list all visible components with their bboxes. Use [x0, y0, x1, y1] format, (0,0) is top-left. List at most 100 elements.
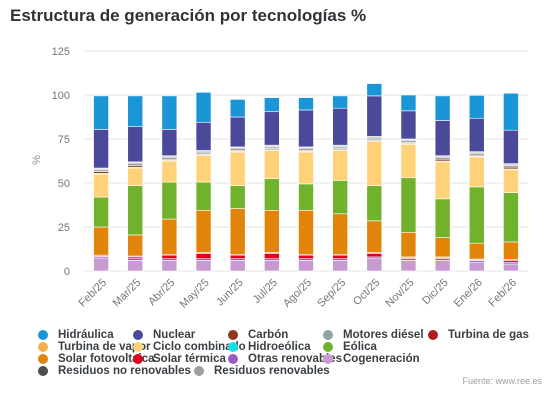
bar-segment[interactable]: [468, 242, 485, 260]
bar-segment[interactable]: [332, 95, 348, 109]
bar-segment[interactable]: [468, 156, 485, 188]
bar-segment[interactable]: [229, 254, 246, 259]
bar-segment[interactable]: [127, 234, 144, 257]
legend-item[interactable]: Turbina de vapor: [38, 341, 150, 353]
bar-segment[interactable]: [127, 167, 144, 186]
legend-item[interactable]: Solar fotovoltaica: [38, 353, 155, 365]
bar-segment[interactable]: [503, 192, 519, 243]
bar-segment[interactable]: [127, 95, 144, 127]
bar-segment[interactable]: [332, 150, 348, 181]
bar-segment[interactable]: [93, 258, 109, 272]
bar-segment[interactable]: [161, 160, 178, 183]
bar-segment[interactable]: [400, 143, 417, 179]
bar-segment[interactable]: [195, 209, 212, 253]
bar-segment[interactable]: [400, 110, 417, 140]
bar-segment[interactable]: [434, 161, 451, 200]
bar-segment[interactable]: [195, 260, 212, 272]
bar-segment[interactable]: [127, 126, 144, 163]
bar-segment[interactable]: [434, 260, 451, 272]
bar-segment[interactable]: [93, 196, 109, 228]
bar-segment[interactable]: [503, 92, 519, 131]
bar-segment[interactable]: [264, 97, 280, 113]
legend-item[interactable]: Otras renovables: [228, 353, 342, 365]
legend-item[interactable]: Residuos no renovables: [38, 365, 194, 377]
bar-segment[interactable]: [229, 208, 246, 255]
bar-segment[interactable]: [161, 129, 178, 157]
bar-segment[interactable]: [229, 260, 246, 272]
bar-segment[interactable]: [434, 237, 451, 258]
bar-stack[interactable]: [93, 95, 109, 272]
bar-segment[interactable]: [468, 186, 485, 244]
legend-item[interactable]: Ciclo combinado: [133, 341, 246, 353]
bar-segment[interactable]: [298, 260, 314, 272]
bar-segment[interactable]: [93, 173, 109, 198]
bar-segment[interactable]: [400, 231, 417, 258]
bar-segment[interactable]: [195, 155, 212, 183]
bar-stack[interactable]: [366, 83, 383, 272]
bar-segment[interactable]: [400, 177, 417, 233]
bar-segment[interactable]: [195, 92, 212, 123]
bar-stack[interactable]: [161, 95, 178, 272]
bar-segment[interactable]: [434, 120, 451, 157]
bar-segment[interactable]: [161, 254, 178, 259]
bar-segment[interactable]: [298, 109, 314, 148]
bar-segment[interactable]: [264, 260, 280, 272]
legend-item[interactable]: Carbón: [228, 329, 323, 341]
bar-segment[interactable]: [229, 116, 246, 148]
bar-segment[interactable]: [229, 151, 246, 186]
legend-item[interactable]: Residuos renovables: [194, 365, 330, 377]
bar-segment[interactable]: [366, 258, 383, 272]
bar-segment[interactable]: [332, 213, 348, 255]
bar-stack[interactable]: [332, 95, 348, 272]
bar-stack[interactable]: [229, 99, 246, 272]
bar-segment[interactable]: [298, 254, 314, 259]
bar-segment[interactable]: [195, 181, 212, 211]
bar-segment[interactable]: [195, 121, 212, 151]
legend-item[interactable]: Eólica: [323, 341, 428, 353]
bar-segment[interactable]: [400, 94, 417, 112]
legend-item[interactable]: Solar térmica: [133, 353, 228, 365]
bar-segment[interactable]: [229, 185, 246, 209]
bar-segment[interactable]: [298, 151, 314, 185]
bar-segment[interactable]: [264, 178, 280, 211]
bar-segment[interactable]: [93, 129, 109, 169]
bar-segment[interactable]: [366, 220, 383, 253]
bar-segment[interactable]: [264, 150, 280, 179]
bar-segment[interactable]: [468, 261, 485, 272]
bar-segment[interactable]: [195, 253, 212, 259]
bar-segment[interactable]: [434, 198, 451, 238]
bar-stack[interactable]: [503, 92, 519, 272]
bar-segment[interactable]: [298, 209, 314, 255]
bar-segment[interactable]: [127, 260, 144, 272]
bar-stack[interactable]: [195, 92, 212, 272]
bar-segment[interactable]: [503, 241, 519, 260]
legend-item[interactable]: Hidroeólica: [228, 341, 323, 353]
bar-segment[interactable]: [93, 226, 109, 256]
bar-segment[interactable]: [229, 99, 246, 118]
bar-segment[interactable]: [468, 117, 485, 152]
bar-segment[interactable]: [332, 180, 348, 215]
bar-segment[interactable]: [93, 95, 109, 130]
bar-segment[interactable]: [503, 263, 519, 272]
legend-item[interactable]: Cogeneración: [323, 353, 428, 365]
bar-segment[interactable]: [298, 97, 314, 111]
bar-stack[interactable]: [298, 97, 314, 272]
bar-segment[interactable]: [366, 185, 383, 222]
bar-stack[interactable]: [434, 95, 451, 272]
bar-segment[interactable]: [332, 107, 348, 146]
bar-segment[interactable]: [161, 181, 178, 220]
bar-segment[interactable]: [332, 254, 348, 259]
bar-segment[interactable]: [400, 260, 417, 272]
bar-segment[interactable]: [264, 253, 280, 259]
bar-segment[interactable]: [366, 253, 383, 258]
bar-segment[interactable]: [298, 183, 314, 211]
bar-segment[interactable]: [366, 83, 383, 97]
bar-stack[interactable]: [264, 97, 280, 272]
bar-stack[interactable]: [468, 95, 485, 272]
bar-segment[interactable]: [127, 185, 144, 236]
bar-segment[interactable]: [503, 129, 519, 164]
bar-segment[interactable]: [366, 141, 383, 186]
legend-item[interactable]: Hidráulica: [38, 329, 133, 341]
bar-segment[interactable]: [468, 95, 485, 119]
bar-stack[interactable]: [127, 95, 144, 272]
